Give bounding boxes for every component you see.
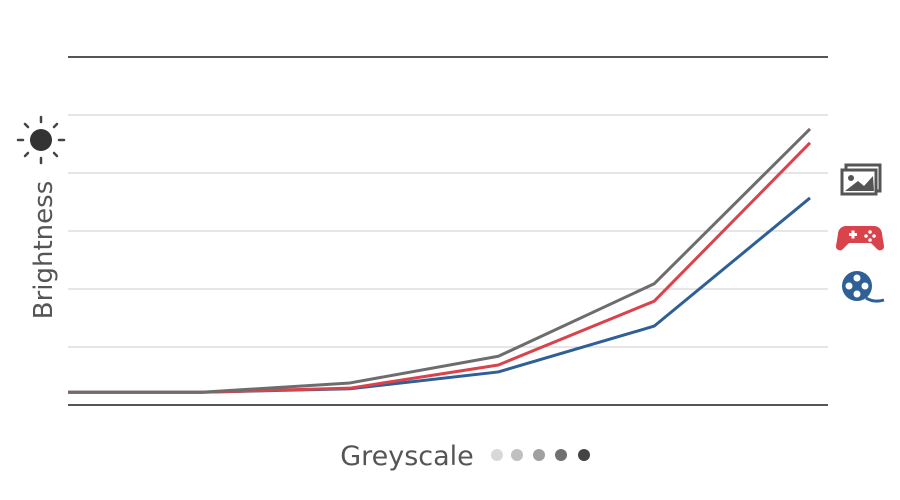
grid [68,56,828,406]
series-line [68,141,812,394]
x-axis-label: Greyscale [340,441,474,472]
gamepad-icon [835,226,885,251]
sun-icon [16,115,66,165]
picture-icon [840,163,882,196]
series-line [68,196,811,394]
lines [68,127,812,394]
film-icon [842,271,885,303]
greyscale-dots [491,449,590,461]
y-axis-label: Brightness [29,181,59,320]
series-line [68,127,812,394]
